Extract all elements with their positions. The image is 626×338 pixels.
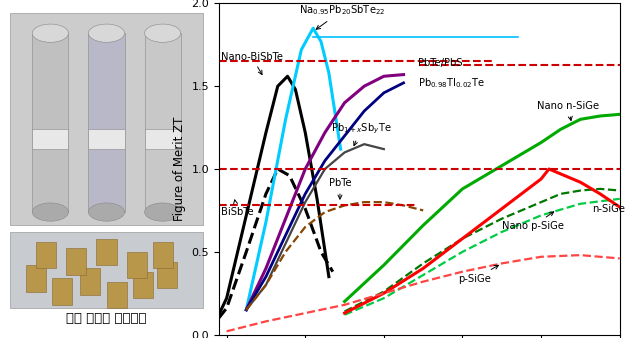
- Text: Pb$_{0.98}$Tl$_{0.02}$Te: Pb$_{0.98}$Tl$_{0.02}$Te: [418, 76, 485, 90]
- Text: PbTe: PbTe: [329, 178, 351, 199]
- Bar: [10, 13, 203, 225]
- Ellipse shape: [88, 203, 125, 221]
- Ellipse shape: [145, 24, 181, 42]
- Bar: [10, 232, 203, 308]
- Text: BiSbTe: BiSbTe: [221, 200, 254, 217]
- Bar: [96, 239, 116, 265]
- Bar: [106, 282, 126, 308]
- Text: PbTe/PbS: PbTe/PbS: [418, 58, 463, 68]
- Text: n-SiGe: n-SiGe: [592, 204, 625, 214]
- Text: Nano n-SiGe: Nano n-SiGe: [537, 101, 599, 120]
- Bar: [53, 278, 73, 305]
- Bar: [33, 129, 68, 149]
- Bar: [145, 129, 181, 149]
- Y-axis label: Figure of Merit ZT: Figure of Merit ZT: [173, 117, 186, 221]
- Text: 기존 무기계 열전소재: 기존 무기계 열전소재: [66, 312, 146, 325]
- Bar: [33, 33, 68, 212]
- Ellipse shape: [33, 203, 68, 221]
- Bar: [88, 129, 125, 149]
- Bar: [88, 33, 125, 212]
- Bar: [145, 33, 181, 212]
- Text: Nano p-SiGe: Nano p-SiGe: [502, 212, 564, 232]
- Ellipse shape: [88, 24, 125, 42]
- Text: Nano-BiSbTe: Nano-BiSbTe: [221, 52, 283, 75]
- Bar: [26, 265, 46, 292]
- Text: Pb$_{1+x}$Sb$_y$Te: Pb$_{1+x}$Sb$_y$Te: [331, 121, 392, 146]
- Bar: [66, 248, 86, 275]
- Bar: [80, 268, 101, 295]
- Text: Na$_{0.95}$Pb$_{20}$SbTe$_{22}$: Na$_{0.95}$Pb$_{20}$SbTe$_{22}$: [299, 3, 386, 29]
- Bar: [133, 272, 153, 298]
- Bar: [153, 242, 173, 268]
- Bar: [126, 252, 146, 278]
- Text: p-SiGe: p-SiGe: [459, 265, 498, 284]
- Bar: [156, 262, 177, 288]
- Ellipse shape: [145, 203, 181, 221]
- Ellipse shape: [33, 24, 68, 42]
- Bar: [36, 242, 56, 268]
